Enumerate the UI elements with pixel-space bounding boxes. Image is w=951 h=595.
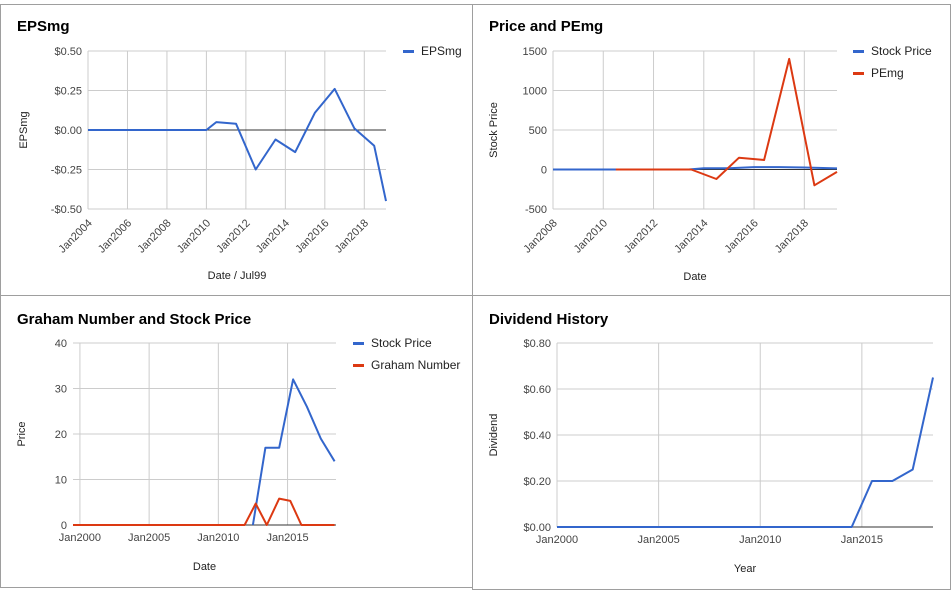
- x-tick-label: Jan2010: [175, 217, 213, 255]
- chart-graham: Graham Number and Stock Price403020100Ja…: [16, 311, 460, 573]
- x-tick-label: Jan2016: [723, 217, 761, 255]
- chart-title: Graham Number and Stock Price: [17, 311, 251, 328]
- x-tick-label: Jan2008: [521, 217, 559, 255]
- x-axis-label: Date: [683, 271, 706, 283]
- y-tick-label: $0.20: [523, 476, 551, 488]
- y-tick-label: -500: [525, 204, 547, 216]
- chart-title: Dividend History: [489, 311, 609, 328]
- x-tick-label: Jan2014: [672, 217, 710, 255]
- x-axis-label: Year: [734, 563, 757, 575]
- chart-title: EPSmg: [17, 18, 70, 35]
- x-tick-label: Jan2015: [266, 532, 308, 544]
- y-tick-label: 40: [55, 338, 67, 350]
- y-tick-label: $0.00: [54, 125, 82, 137]
- y-axis-label: Dividend: [488, 414, 500, 457]
- y-tick-label: $0.40: [523, 430, 551, 442]
- legend-swatch: [353, 342, 364, 345]
- y-tick-label: 0: [61, 520, 67, 532]
- legend-swatch: [403, 50, 414, 53]
- series-line-series: [557, 377, 934, 528]
- y-axis-label: Stock Price: [488, 102, 500, 158]
- series-line-stock-price: [251, 378, 336, 526]
- x-axis-label: Date / Jul99: [208, 270, 267, 282]
- legend-label: Graham Number: [371, 358, 460, 372]
- x-tick-label: Jan2000: [59, 532, 101, 544]
- legend-swatch: [853, 50, 864, 53]
- y-tick-label: 30: [55, 384, 67, 396]
- y-tick-label: $0.50: [54, 46, 82, 58]
- legend-swatch: [353, 364, 364, 367]
- x-tick-label: Jan2018: [773, 217, 811, 255]
- y-tick-label: 500: [529, 125, 547, 137]
- y-tick-label: $0.80: [523, 338, 551, 350]
- y-tick-label: 1000: [523, 86, 547, 98]
- x-tick-label: Jan2012: [214, 217, 252, 255]
- y-axis-label: Price: [16, 421, 28, 446]
- x-tick-label: Jan2015: [841, 534, 883, 546]
- x-tick-label: Jan2000: [536, 534, 578, 546]
- x-tick-label: Jan2005: [128, 532, 170, 544]
- y-tick-label: 0: [541, 165, 547, 177]
- x-tick-label: Jan2014: [254, 217, 292, 255]
- chart-panel-epsmg: EPSmg $0.50 $0.25 $0.00 -$0.25 -$0.50 Jan2004 J…: [0, 4, 473, 296]
- series-line-graham-number: [73, 497, 335, 526]
- legend-swatch: [853, 72, 864, 75]
- y-tick-label: $0.60: [523, 384, 551, 396]
- x-tick-label: Jan2016: [293, 217, 331, 255]
- x-tick-label: Jan2004: [56, 217, 94, 255]
- y-tick-label: -$0.25: [51, 165, 82, 177]
- y-axis-label: EPSmg: [18, 111, 30, 148]
- series-line-pemg: [615, 57, 838, 187]
- chart-title: Price and PEmg: [489, 18, 603, 35]
- x-tick-label: Jan2010: [197, 532, 239, 544]
- y-tick-label: 1500: [523, 46, 547, 58]
- x-tick-label: Jan2010: [739, 534, 781, 546]
- x-tick-label: Jan2005: [638, 534, 680, 546]
- chart-panel-dividend: Dividend History $0.80 $0.60 $0.40 $0.20 $0.0…: [472, 295, 951, 590]
- legend-label: PEmg: [871, 66, 904, 80]
- y-tick-label: $0.25: [54, 86, 82, 98]
- y-tick-label: -$0.50: [51, 204, 82, 216]
- x-tick-label: Jan2008: [135, 217, 173, 255]
- chart-dividend: Dividend History $0.80 $0.60 $0.40 $0.20 $0.0…: [488, 311, 934, 575]
- legend-label: Stock Price: [371, 336, 432, 350]
- series-line-epsmg: [88, 87, 387, 202]
- x-tick-label: Jan2006: [96, 217, 134, 255]
- x-tick-label: Jan2012: [622, 217, 660, 255]
- chart-panel-price-pemg: Price and PEmg 1500 1000 500 0 -500 Jan2008 Jan…: [472, 4, 951, 296]
- x-tick-label: Jan2018: [333, 217, 371, 255]
- legend-label: EPSmg: [421, 44, 462, 58]
- y-tick-label: 10: [55, 475, 67, 487]
- y-tick-label: 20: [55, 429, 67, 441]
- x-axis-label: Date: [193, 561, 216, 573]
- x-tick-label: Jan2010: [572, 217, 610, 255]
- y-tick-label: $0.00: [523, 522, 551, 534]
- legend-label: Stock Price: [871, 44, 932, 58]
- chart-panel-graham: Graham Number and Stock Price 40 30 20 10 0 Ja…: [0, 295, 473, 588]
